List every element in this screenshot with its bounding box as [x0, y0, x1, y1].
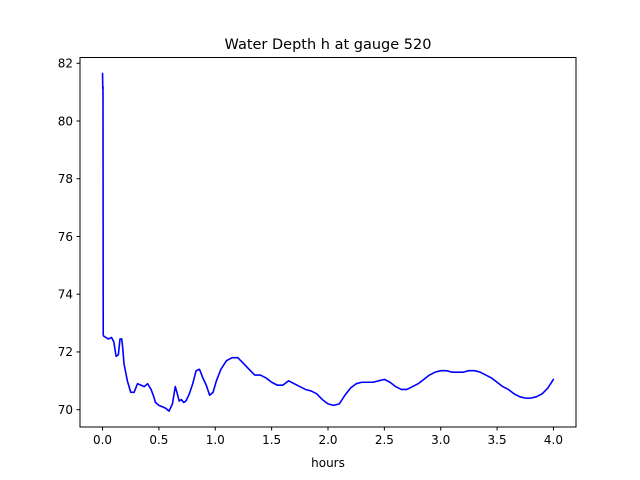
x-axis-label: hours — [311, 456, 345, 470]
x-tick-label: 3.0 — [431, 433, 450, 447]
chart-title: Water Depth h at gauge 520 — [225, 37, 432, 53]
series-layer — [101, 72, 555, 412]
plot-frame — [79, 57, 577, 428]
x-tick-label: 0.0 — [93, 433, 112, 447]
y-tick-label: 74 — [58, 288, 73, 302]
x-tick-label: 2.0 — [318, 433, 337, 447]
y-tick-label: 80 — [58, 114, 73, 128]
x-tick-label: 2.5 — [375, 433, 394, 447]
y-tick-label: 70 — [58, 403, 73, 417]
x-axis: 0.0 0.5 1.0 1.5 2.0 2.5 3.0 3.5 4.0 — [93, 427, 563, 447]
y-tick-label: 72 — [58, 345, 73, 359]
x-tick-label: 1.0 — [206, 433, 225, 447]
y-tick-label: 78 — [58, 172, 73, 186]
series-line-0 — [101, 72, 555, 412]
x-tick-label: 1.5 — [262, 433, 281, 447]
x-tick-label: 4.0 — [544, 433, 563, 447]
x-tick-label: 3.5 — [488, 433, 507, 447]
x-tick-label: 0.5 — [149, 433, 168, 447]
y-tick-label: 82 — [58, 57, 73, 71]
y-axis: 70 72 74 76 78 80 82 — [58, 57, 80, 417]
y-tick-label: 76 — [58, 230, 73, 244]
